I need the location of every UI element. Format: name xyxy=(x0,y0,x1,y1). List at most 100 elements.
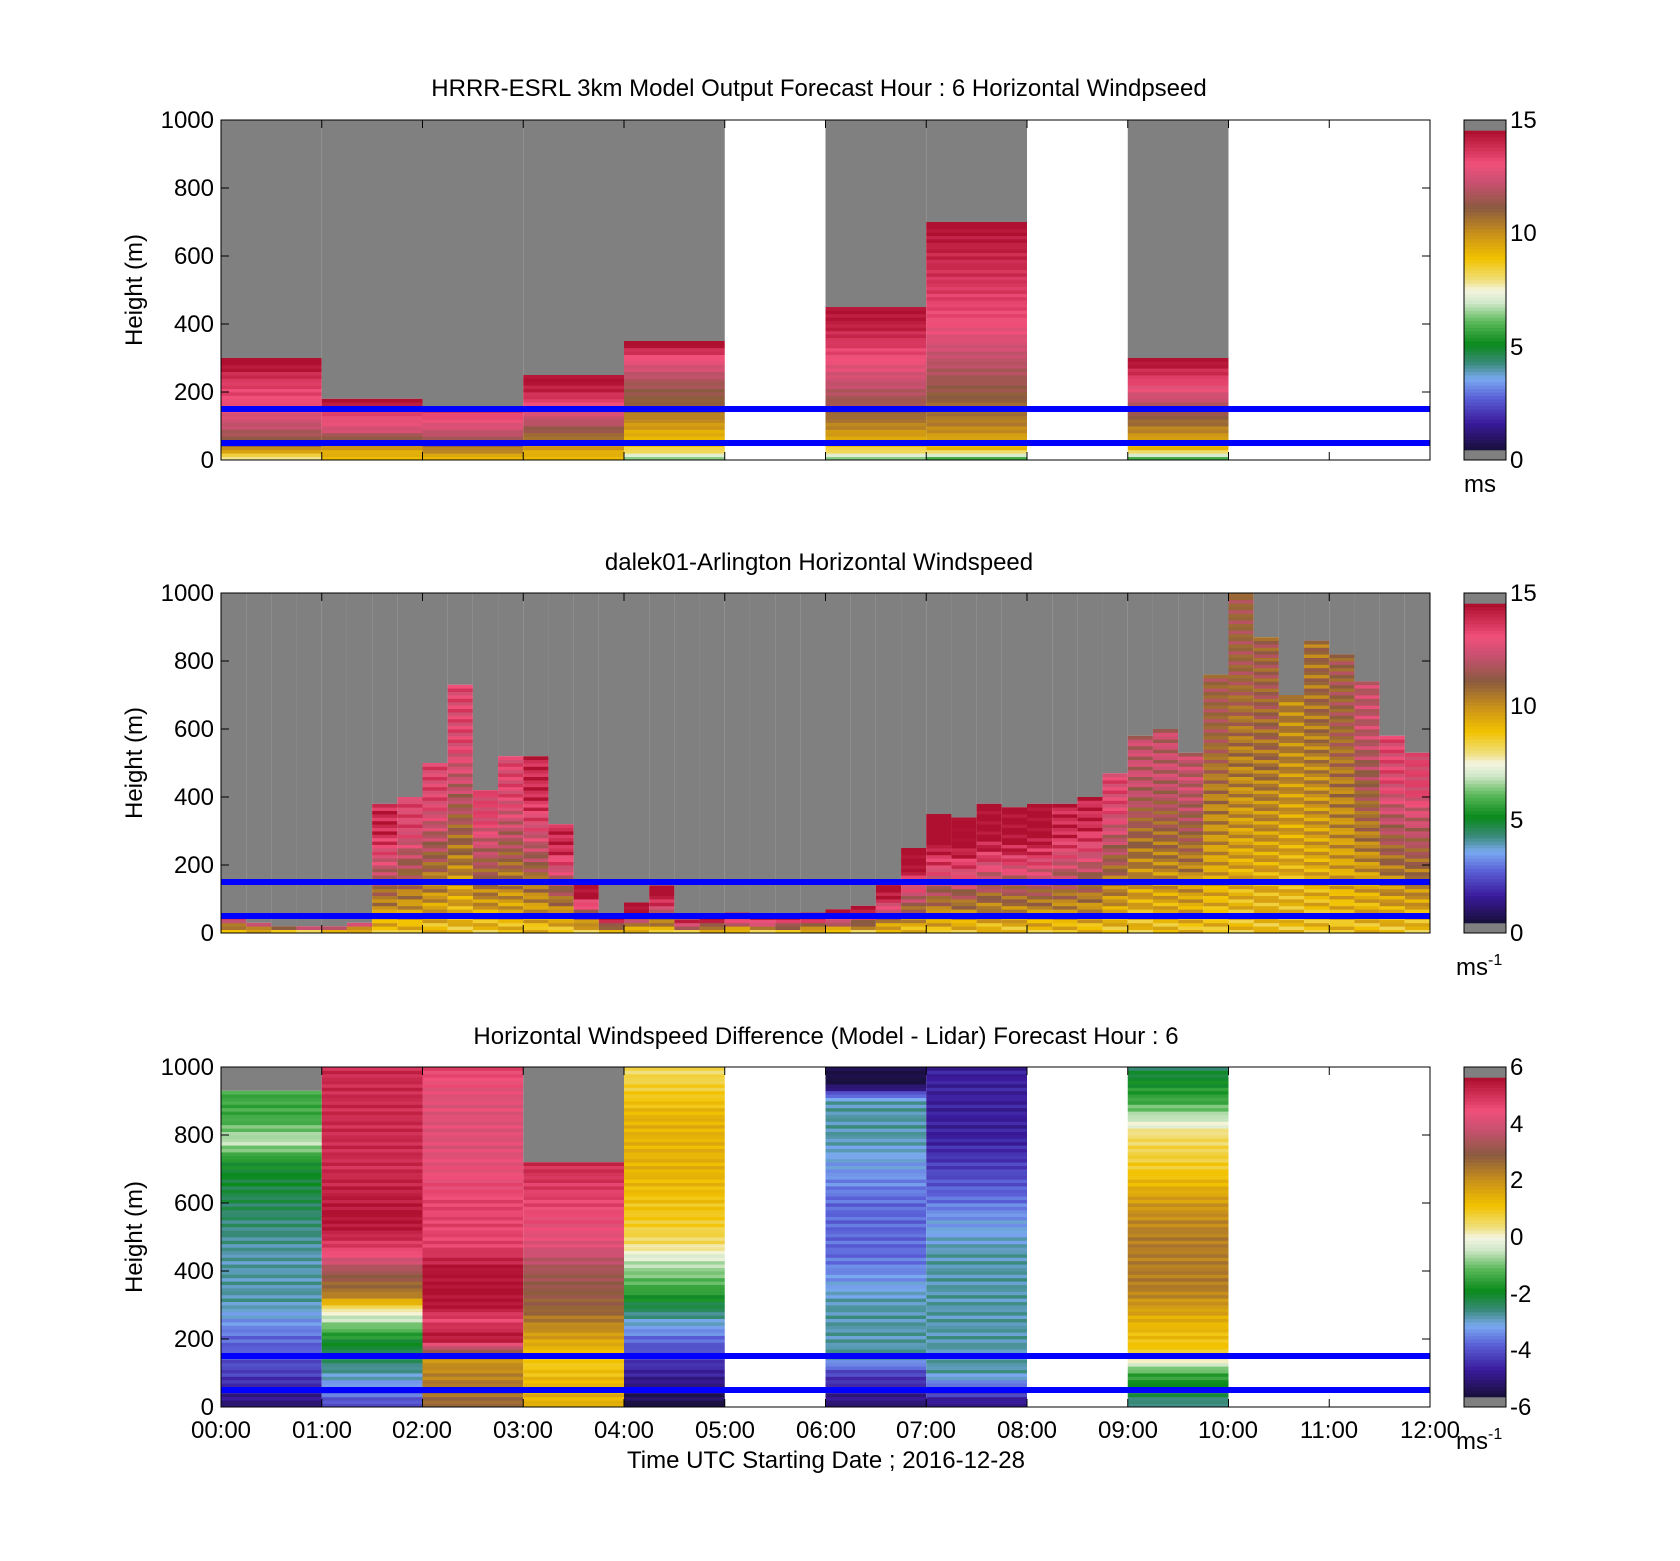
heatmap-cell xyxy=(1354,817,1380,822)
heatmap-cell xyxy=(321,1107,423,1112)
heatmap-cell xyxy=(523,1294,624,1299)
heatmap-cell xyxy=(321,1067,423,1071)
heatmap-cell xyxy=(422,1220,524,1224)
heatmap-cell xyxy=(976,922,1002,927)
heatmap-cell xyxy=(422,848,448,852)
heatmap-cell xyxy=(1304,929,1330,934)
heatmap-cell xyxy=(548,851,574,856)
heatmap-cell xyxy=(825,432,927,437)
heatmap-cell xyxy=(221,1199,322,1204)
heatmap-cell xyxy=(422,854,448,859)
heatmap-cell xyxy=(1278,793,1305,798)
heatmap-cell xyxy=(472,885,499,890)
heatmap-cell xyxy=(901,922,927,927)
heatmap-cell xyxy=(1329,919,1355,924)
heatmap-cell xyxy=(1228,616,1254,621)
heatmap-cell xyxy=(1127,875,1153,879)
heatmap-cell xyxy=(624,436,725,440)
heatmap-cell xyxy=(472,824,499,828)
heatmap-cell xyxy=(1329,854,1355,859)
heatmap-cell xyxy=(951,909,977,913)
heatmap-cell xyxy=(1228,827,1254,832)
heatmap-cell xyxy=(221,385,322,389)
heatmap-cell xyxy=(1304,701,1330,706)
colorbar-swatch xyxy=(1464,1240,1506,1245)
colorbar-swatch xyxy=(1464,1182,1506,1187)
heatmap-cell xyxy=(1127,1192,1229,1197)
heatmap-cells-model xyxy=(221,120,1229,461)
heatmap-cell xyxy=(523,929,549,934)
heatmap-cell xyxy=(1203,817,1229,822)
heatmap-cell xyxy=(901,851,927,856)
heatmap-cell xyxy=(1228,746,1254,750)
heatmap-cell xyxy=(825,1257,927,1262)
colorbar-swatch xyxy=(1464,211,1506,216)
heatmap-cell xyxy=(523,814,549,818)
heatmap-cell xyxy=(825,344,927,349)
heatmap-cell xyxy=(321,1318,423,1323)
heatmap-cell xyxy=(1354,681,1380,686)
heatmap-cell xyxy=(1127,793,1153,798)
heatmap-cell xyxy=(1354,786,1380,791)
heatmap-cell xyxy=(1228,729,1254,733)
heatmap-cell xyxy=(926,354,1027,359)
heatmap-cell xyxy=(221,1145,322,1149)
heatmap-cell xyxy=(976,895,1002,900)
heatmap-cell xyxy=(1127,1124,1229,1129)
heatmap-cell xyxy=(422,1213,524,1217)
heatmap-cell xyxy=(1228,865,1254,869)
heatmap-cell xyxy=(1354,746,1380,750)
heatmap-cell xyxy=(901,885,927,890)
heatmap-cell xyxy=(321,1396,423,1401)
heatmap-cell xyxy=(447,684,473,689)
heatmap-cell xyxy=(1127,395,1229,400)
heatmap-cell xyxy=(1203,848,1229,852)
heatmap-cell xyxy=(397,827,423,832)
heatmap-cell xyxy=(875,922,902,927)
heatmap-cell xyxy=(523,902,549,907)
heatmap-cell xyxy=(624,1240,725,1245)
heatmap-cell xyxy=(1001,929,1027,934)
heatmap-cell xyxy=(447,902,473,907)
colorbar-swatch xyxy=(1464,130,1506,135)
colorbar-swatch xyxy=(1464,919,1506,924)
heatmap-cell xyxy=(624,1359,725,1364)
heatmap-cell xyxy=(724,922,750,927)
heatmap-cell xyxy=(926,1254,1027,1258)
colorbar-swatch xyxy=(1464,330,1506,335)
heatmap-cell xyxy=(447,899,473,903)
heatmap-cell xyxy=(1278,871,1305,876)
heatmap-cell xyxy=(1001,837,1027,842)
heatmap-cell xyxy=(422,1369,524,1374)
heatmap-cell xyxy=(1127,735,1153,740)
heatmap-cell xyxy=(397,885,423,890)
heatmap-cell xyxy=(1178,885,1204,890)
heatmap-cell xyxy=(1304,803,1330,808)
heatmap-cell xyxy=(624,1243,725,1248)
heatmap-cell xyxy=(1379,742,1405,747)
heatmap-cell xyxy=(422,415,524,420)
heatmap-cell xyxy=(825,1169,927,1173)
heatmap-cell xyxy=(1203,701,1229,706)
heatmap-cell xyxy=(1253,929,1279,934)
heatmap-cell xyxy=(1203,705,1229,709)
heatmap-cell xyxy=(422,1138,524,1143)
colorbar-swatch xyxy=(1464,878,1506,883)
heatmap-cell xyxy=(1354,892,1380,896)
heatmap-cell xyxy=(1253,640,1279,645)
colorbar-swatch xyxy=(1464,1179,1506,1184)
heatmap-cell xyxy=(321,1257,423,1262)
heatmap-cell xyxy=(472,834,499,839)
heatmap-cell xyxy=(321,1223,423,1228)
heatmap-cell xyxy=(221,429,322,434)
heatmap-cell xyxy=(1127,1158,1229,1163)
heatmap-cell xyxy=(1329,820,1355,825)
heatmap-cell xyxy=(1329,790,1355,794)
heatmap-cell xyxy=(1278,769,1305,774)
heatmap-cell xyxy=(825,351,927,355)
heatmap-cell xyxy=(422,834,448,839)
heatmap-cell xyxy=(1228,749,1254,754)
heatmap-cell xyxy=(573,892,599,896)
heatmap-cell xyxy=(1253,861,1279,866)
heatmap-cell xyxy=(548,905,574,910)
